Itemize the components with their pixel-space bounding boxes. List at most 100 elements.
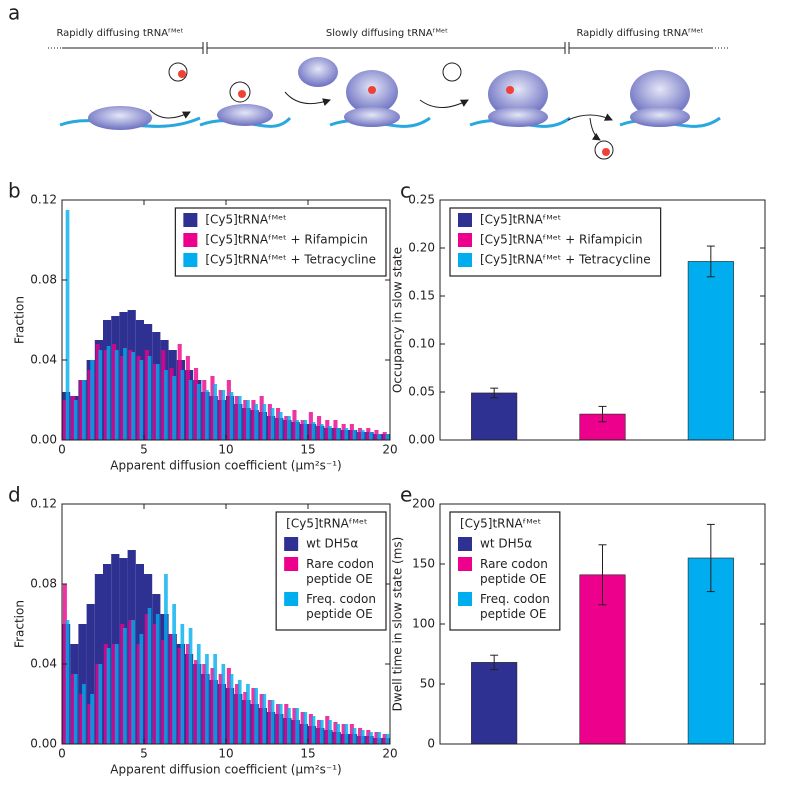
histogram-bar (352, 430, 357, 440)
y-tick-label: 150 (412, 557, 435, 571)
histogram-bar (196, 644, 201, 744)
y-tick-label: 0.10 (408, 337, 435, 351)
histogram-bar (226, 380, 231, 440)
histogram-bar (112, 644, 117, 744)
histogram-bar (308, 714, 313, 744)
histogram-bar (358, 428, 363, 440)
histogram-bar (172, 376, 176, 440)
histogram-bar (366, 730, 371, 744)
error-bar (490, 387, 499, 399)
histogram-bar (259, 396, 264, 440)
legend-swatch (458, 537, 472, 551)
y-tick-label: 0.05 (408, 385, 435, 399)
histogram-bar (169, 634, 174, 744)
legend-swatch (284, 557, 299, 571)
histogram-bar (94, 574, 103, 744)
histogram-bar (155, 364, 160, 440)
x-axis-label: Apparent diffusion coefficient (μm²s⁻¹) (110, 763, 341, 777)
y-tick-label: 100 (412, 617, 435, 631)
histogram-bar (213, 384, 217, 440)
histogram-bar (385, 734, 390, 744)
x-tick-label: 0 (58, 443, 66, 457)
histogram-bar (374, 430, 379, 440)
y-tick-label: 0.00 (408, 433, 435, 447)
chart: 0.00 0.05 0.10 0.15 0.20 0.25 Occupancy in slo… (391, 193, 766, 447)
error-bar (490, 654, 499, 671)
panel-label: c (400, 179, 411, 203)
x-tick-label: 20 (382, 747, 397, 761)
histogram-bar (161, 350, 166, 440)
x-tick-label: 15 (300, 443, 315, 457)
histogram-bar (336, 428, 340, 440)
histogram-bar (221, 390, 226, 440)
histogram-bar (235, 396, 240, 440)
legend-swatch (284, 537, 299, 551)
schematic (59, 57, 721, 160)
histogram-bar (237, 680, 242, 744)
legend-title: [Cy5]tRNAᶠᴹᵉᵗ (460, 517, 541, 531)
legend-swatch (458, 253, 472, 267)
histogram-bar (153, 624, 158, 744)
histogram-bar (218, 674, 223, 744)
panel-a: a Rapidly diffusing tRNAᶠᴹᵉᵗ Slowly diff… (8, 1, 728, 160)
legend-frame (449, 207, 662, 277)
histogram-bar (251, 688, 256, 744)
y-tick-label: 0.25 (408, 193, 435, 207)
histogram-bar (71, 674, 76, 744)
legend-title: [Cy5]tRNAᶠᴹᵉᵗ (286, 517, 367, 531)
histogram-bar (79, 380, 84, 440)
error-bar (706, 523, 715, 593)
histogram-bar (90, 360, 94, 440)
histogram-bar (103, 644, 108, 744)
y-tick-label: 0.15 (408, 289, 435, 303)
histogram-bar (202, 664, 207, 744)
y-tick-label: 0.08 (30, 577, 57, 591)
histogram-bar (180, 370, 185, 440)
legend-label: wt DH5α (306, 537, 358, 551)
histogram-bar (311, 422, 316, 440)
histogram-bar (254, 404, 258, 440)
y-tick-label: 0.20 (408, 241, 435, 255)
histogram-bar (303, 420, 308, 440)
histogram-bar (358, 728, 363, 744)
histogram-bar (65, 620, 70, 744)
histogram-bar (106, 648, 111, 744)
legend-label: wt DH5α (480, 537, 532, 551)
histogram-bar (136, 356, 141, 440)
histogram-bar (369, 732, 373, 744)
histogram-bar (287, 708, 291, 744)
histogram-bar (185, 356, 190, 440)
histogram-bar (153, 364, 158, 440)
y-tick-label: 0.04 (30, 353, 57, 367)
histogram-bar (276, 408, 281, 440)
chart: 0.00 0.04 0.08 0.12 0 5 10 15 20 Apparent diffusi… (13, 497, 398, 777)
histogram-bar (177, 344, 182, 440)
legend: [Cy5]tRNAᶠᴹᵉᵗ wt DH5α Rare codon peptide OE… (275, 511, 387, 631)
histogram-bar (369, 432, 373, 440)
histogram-bar (349, 724, 354, 744)
histogram-bar (144, 614, 149, 744)
histogram-bar (259, 694, 264, 744)
panel-label: a (8, 1, 20, 25)
histogram-bar (202, 380, 207, 440)
phase-label: Rapidly diffusing tRNAᶠᴹᵉᵗ (576, 28, 703, 39)
histogram-bar (205, 654, 209, 744)
x-tick-label: 5 (140, 747, 148, 761)
x-axis-label: Apparent diffusion coefficient (μm²s⁻¹) (110, 459, 341, 473)
histogram-bar (382, 734, 387, 744)
histogram-bar (333, 420, 338, 440)
legend-label: [Cy5]tRNAᶠᴹᵉᵗ (205, 213, 286, 227)
legend-swatch (458, 557, 472, 571)
histogram-bar (131, 352, 135, 440)
histogram-bar (325, 420, 330, 440)
histogram-bar (194, 660, 199, 744)
histogram-bar (177, 648, 182, 744)
histogram-bar (229, 392, 234, 440)
y-tick-label: 0 (427, 737, 435, 751)
histogram-bar (270, 700, 275, 744)
y-tick-label: 0.12 (30, 497, 57, 511)
histogram-bar (295, 420, 299, 440)
histogram-bar (278, 412, 283, 440)
histogram-bar (341, 724, 346, 744)
